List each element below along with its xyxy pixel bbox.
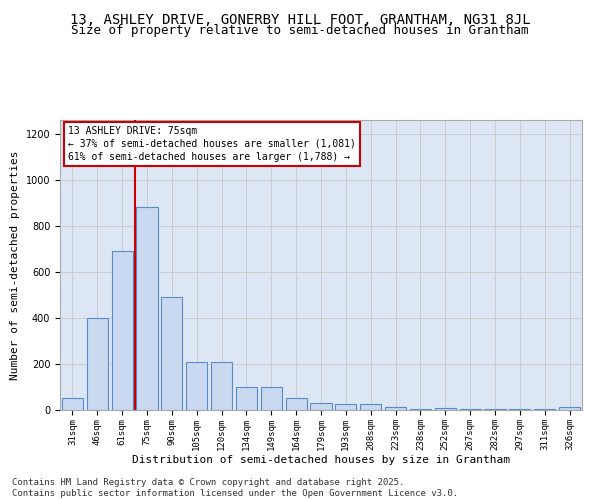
Bar	[559, 406, 580, 410]
Y-axis label: Number of semi-detached properties: Number of semi-detached properties	[10, 150, 20, 380]
Bar	[261, 387, 282, 410]
Bar	[435, 408, 456, 410]
Bar	[460, 409, 481, 410]
Bar	[286, 398, 307, 410]
Bar	[385, 406, 406, 410]
Bar	[211, 362, 232, 410]
Bar	[310, 403, 332, 410]
Bar	[509, 409, 530, 410]
X-axis label: Distribution of semi-detached houses by size in Grantham: Distribution of semi-detached houses by …	[132, 456, 510, 466]
Text: Contains HM Land Registry data © Crown copyright and database right 2025.
Contai: Contains HM Land Registry data © Crown c…	[12, 478, 458, 498]
Bar	[335, 404, 356, 410]
Bar	[136, 208, 158, 410]
Bar	[410, 409, 431, 410]
Bar	[534, 409, 555, 410]
Bar	[87, 318, 108, 410]
Bar	[186, 362, 207, 410]
Bar	[62, 398, 83, 410]
Bar	[161, 297, 182, 410]
Text: 13 ASHLEY DRIVE: 75sqm
← 37% of semi-detached houses are smaller (1,081)
61% of : 13 ASHLEY DRIVE: 75sqm ← 37% of semi-det…	[68, 126, 356, 162]
Bar	[236, 387, 257, 410]
Text: 13, ASHLEY DRIVE, GONERBY HILL FOOT, GRANTHAM, NG31 8JL: 13, ASHLEY DRIVE, GONERBY HILL FOOT, GRA…	[70, 12, 530, 26]
Bar	[484, 409, 506, 410]
Bar	[360, 404, 381, 410]
Bar	[112, 251, 133, 410]
Text: Size of property relative to semi-detached houses in Grantham: Size of property relative to semi-detach…	[71, 24, 529, 37]
